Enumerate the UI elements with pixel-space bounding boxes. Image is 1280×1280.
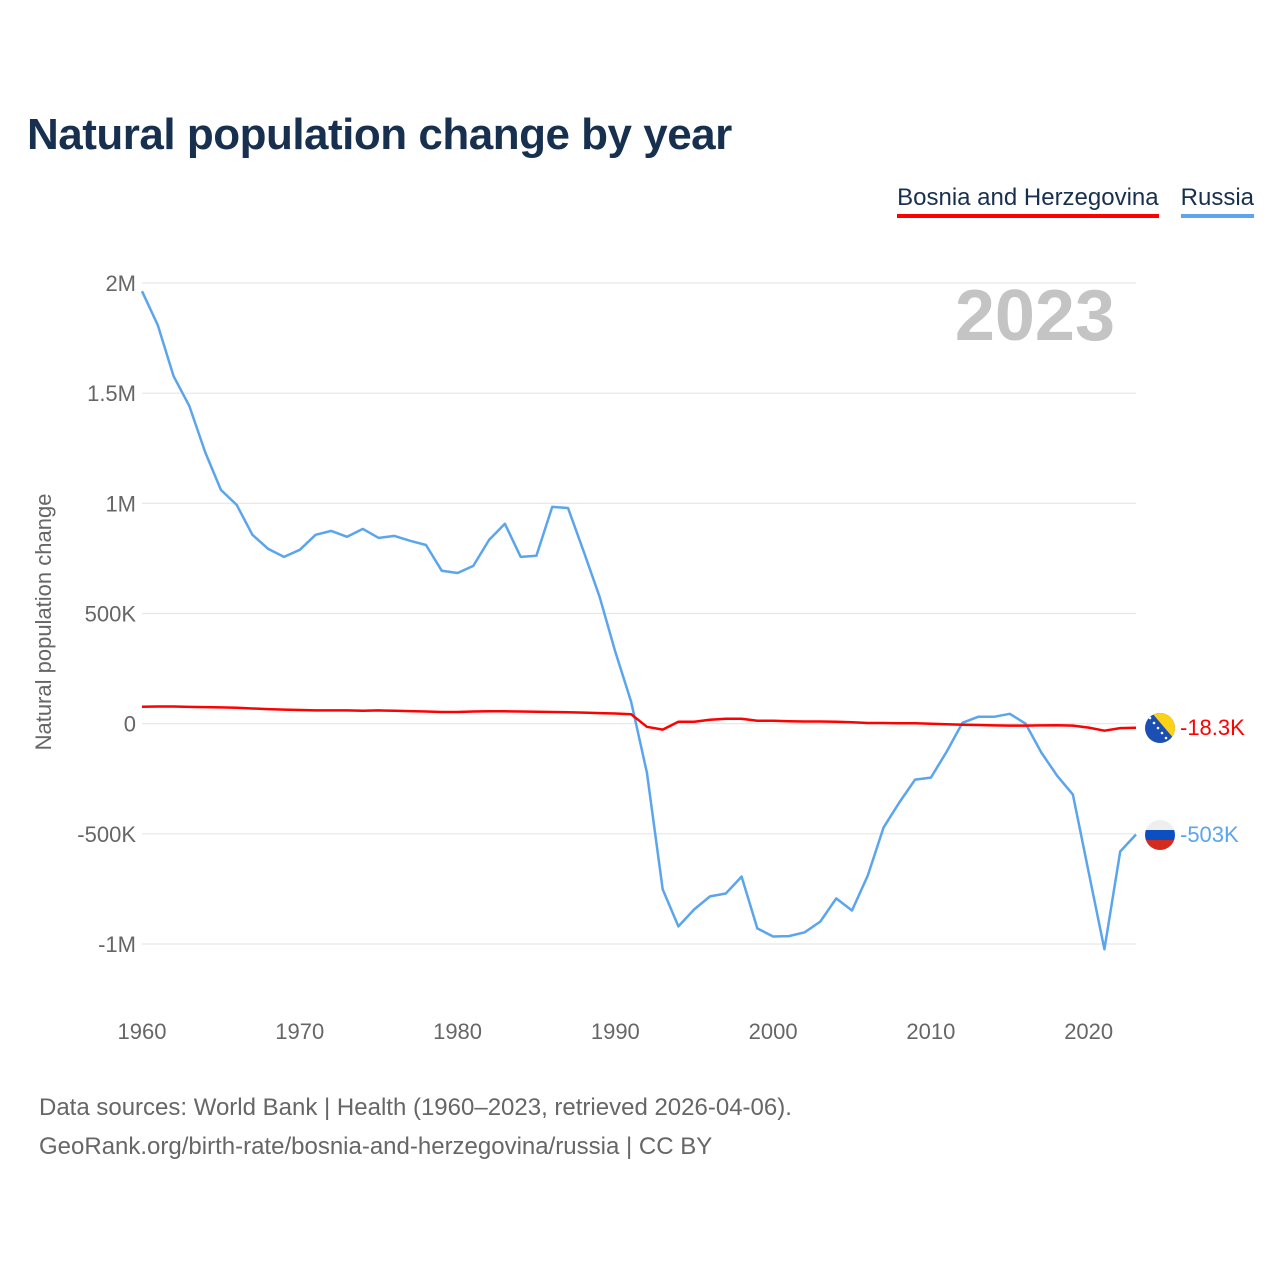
y-tick-label: 2M [105, 271, 136, 296]
x-tick-label: 2010 [906, 1019, 955, 1044]
legend-item-russia[interactable]: Russia [1180, 184, 1254, 218]
russia-end-label: -503K [1180, 822, 1239, 847]
y-tick-label: -1M [98, 932, 136, 957]
bosnia-flag-icon [1145, 713, 1175, 743]
legend-item-bosnia[interactable]: Bosnia and Herzegovina [897, 184, 1159, 218]
y-tick-label: 500K [85, 602, 137, 627]
chart-title: Natural population change by year [27, 110, 732, 159]
y-axis-label: Natural population change [31, 494, 56, 751]
year-watermark: 2023 [955, 276, 1115, 356]
series-line-russia [140, 290, 1137, 951]
bosnia-end-label: -18.3K [1180, 715, 1245, 740]
y-tick-label: -500K [77, 822, 136, 847]
x-tick-label: 2000 [749, 1019, 798, 1044]
y-tick-label: 1.5M [87, 381, 136, 406]
x-tick-label: 1960 [118, 1019, 167, 1044]
x-tick-label: 2020 [1064, 1019, 1113, 1044]
source-link[interactable]: GeoRank.org/birth-rate/bosnia-and-herzeg… [39, 1133, 713, 1160]
x-tick-label: 1980 [433, 1019, 482, 1044]
russia-flag-icon [1145, 820, 1175, 850]
footer: Data sources: World Bank | Health (1960–… [39, 1088, 792, 1166]
series-line-bosnia-and-herzegovina [141, 705, 1137, 732]
data-source-text: Data sources: World Bank | Health (1960–… [39, 1094, 792, 1121]
x-tick-label: 1970 [275, 1019, 324, 1044]
y-tick-label: 0 [124, 712, 136, 737]
y-tick-label: 1M [105, 491, 136, 516]
legend: Bosnia and Herzegovina Russia [897, 184, 1254, 218]
x-tick-label: 1990 [591, 1019, 640, 1044]
